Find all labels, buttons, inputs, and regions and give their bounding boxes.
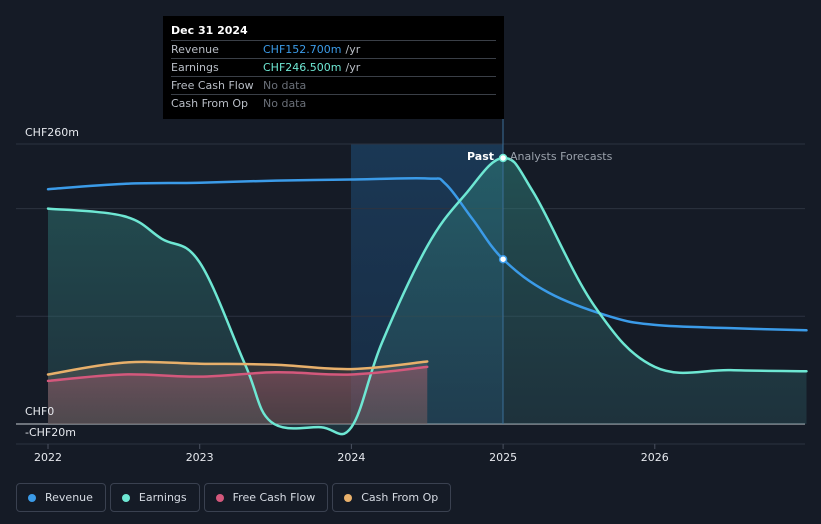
x-tick-label: 2024 (337, 451, 365, 464)
x-tick-label: 2023 (186, 451, 214, 464)
cash-from-op-area (48, 361, 428, 424)
x-tick-label: 2026 (641, 451, 669, 464)
revenue-highlight-point (498, 254, 508, 264)
forecast-label: Analysts Forecasts (510, 150, 613, 163)
tooltip-row: Earnings CHF246.500m/yr (171, 58, 496, 76)
past-label: Past (467, 150, 494, 163)
legend-item-free-cash-flow[interactable]: Free Cash Flow (203, 483, 329, 512)
legend-dot-icon (28, 493, 36, 502)
legend-dot-icon (344, 493, 353, 502)
tooltip-row-value-group: CHF152.700m/yr (263, 41, 360, 58)
tooltip-row-value: CHF246.500m (263, 61, 342, 74)
legend-dot-icon (215, 493, 224, 502)
legend-label: Earnings (138, 491, 187, 504)
legend-label: Free Cash Flow (232, 491, 316, 504)
legend-item-revenue[interactable]: Revenue (16, 483, 106, 512)
y-tick-label: CHF0 (25, 405, 54, 418)
tooltip-row: Revenue CHF152.700m/yr (171, 40, 496, 58)
revenue-line (46, 176, 808, 332)
legend-label: Revenue (45, 491, 93, 504)
free-cash-flow-area (48, 366, 428, 424)
x-tick-label: 2022 (34, 451, 62, 464)
legend-item-earnings[interactable]: Earnings (109, 483, 200, 512)
tooltip-row-value-group: No data (263, 77, 306, 94)
free-cash-flow-line (46, 365, 429, 383)
legend-label: Cash From Op (361, 491, 439, 504)
legend-item-cash-from-op[interactable]: Cash From Op (332, 483, 452, 512)
tooltip-row-label: Cash From Op (171, 97, 249, 110)
y-tick-label: -CHF20m (25, 426, 76, 439)
tooltip-row: Free Cash Flow No data (171, 76, 496, 94)
tooltip-date: Dec 31 2024 (171, 24, 248, 37)
earnings-line (46, 156, 808, 436)
tooltip-row-label: Revenue (171, 43, 219, 56)
cash-from-op-line (46, 360, 429, 376)
earnings-highlight-point (498, 153, 508, 163)
tooltip-row-value: No data (263, 79, 307, 92)
tooltip-row: Cash From Op No data (171, 94, 496, 112)
tooltip-row-label: Earnings (171, 61, 219, 74)
y-tick-label: CHF260m (25, 126, 79, 139)
x-tick-label: 2025 (489, 451, 517, 464)
tooltip-row-unit: /yr (345, 43, 361, 56)
tooltip-row-value: CHF152.700m (263, 43, 342, 56)
tooltip: Dec 31 2024 Revenue CHF152.700m/yr Earning… (163, 16, 504, 119)
tooltip-row-value-group: CHF246.500m/yr (263, 59, 360, 76)
tooltip-row-label: Free Cash Flow (171, 79, 254, 92)
legend: Revenue Earnings Free Cash Flow Cash From O… (16, 483, 455, 512)
legend-dot-icon (121, 493, 130, 502)
tooltip-row-value: No data (263, 97, 307, 110)
tooltip-row-unit: /yr (345, 61, 361, 74)
tooltip-row-value-group: No data (263, 95, 306, 112)
